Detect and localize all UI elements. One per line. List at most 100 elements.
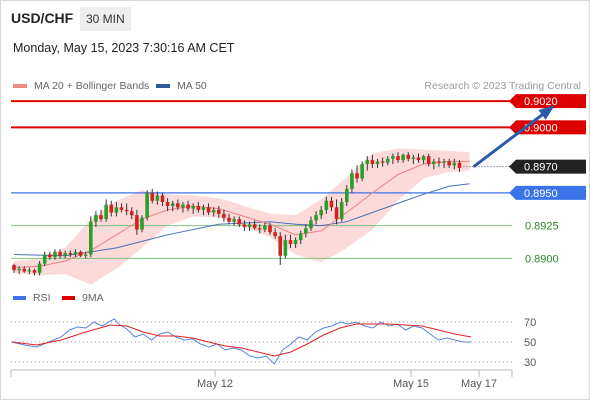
legend-ma50-label: MA 50 [177,80,207,92]
candle-body [242,224,247,227]
candle-body [68,253,73,255]
level-tag-0.9020 [516,94,586,109]
candle-body [437,161,441,163]
candle-body [211,209,216,213]
ma9-swatch-icon [62,296,75,300]
level-tag-arrow-0.9020 [509,94,516,109]
level-tag-arrow-0.8970 [509,159,516,174]
candle-body [293,240,298,244]
candle-body [447,161,451,166]
candle-body [89,221,93,255]
x-tick-label: May 17 [461,378,497,390]
rsi-swatch-icon [13,296,26,300]
candle-body [365,160,370,165]
candle-body [350,173,354,189]
candle-body [406,154,411,159]
candle-body [396,156,400,161]
candle-body [263,225,267,230]
candle-body [334,207,339,220]
candle-body [416,157,421,161]
level-tag-0.8970 [516,159,586,174]
candle-body [385,158,390,163]
candle-body [155,195,160,201]
candle-body [345,188,349,203]
candle-body [104,204,108,220]
candle-body [457,162,462,168]
legend-ma20-bollinger: MA 20 + Bollinger Bands [13,80,149,92]
candle-body [27,270,32,272]
candle-body [329,200,334,208]
candle-body [58,251,62,256]
candle-body [63,253,67,256]
candle-body [452,162,457,166]
candle-body [401,154,405,161]
candle-body [257,228,262,230]
candle-body [170,203,175,206]
legend-ma50: MA 50 [156,80,207,92]
x-tick-label: May 15 [393,378,429,390]
candle-body [252,224,257,229]
candle-body [273,232,277,237]
level-tag-arrow-0.8950 [509,185,516,200]
candle-body [78,251,83,256]
rsi-tick-50: 50 [524,337,536,349]
forecast-arrow-head-icon [538,105,555,120]
candle-body [135,215,139,230]
candle-body [421,156,426,161]
legend-ma20-label: MA 20 + Bollinger Bands [34,80,150,92]
candle-body [268,225,272,233]
rsi-ma9-line [11,323,472,357]
candle-body [191,205,195,209]
candle-body [304,228,308,234]
candle-body [201,207,206,210]
candle-body [186,204,190,209]
candle-body [375,161,380,165]
candle-body [288,240,293,244]
candle-body [232,219,236,222]
candle-body [176,203,180,208]
level-label-0.8900: 0.8900 [525,253,559,265]
candle-body [181,204,185,208]
candle-body [32,270,37,273]
candle-body [217,209,221,214]
candle-body [283,240,288,256]
candle-body [319,209,323,216]
legend-rsi-label: RSI [33,292,51,304]
forecast-arrow-shaft [472,106,553,168]
candle-body [432,161,436,165]
level-label-0.9020: 0.9020 [524,96,558,108]
candle-body [114,207,119,213]
level-label-0.9000: 0.9000 [524,122,558,134]
candle-body [109,204,114,213]
timestamp: Monday, May 15, 2023 7:30:16 AM CET [13,41,235,55]
candle-body [222,213,226,218]
rsi-tick-30: 30 [524,357,536,369]
candle-body [411,157,416,159]
candle-body [324,200,329,210]
ma50-line [13,183,470,257]
candle-body [53,251,57,258]
candle-body [119,207,124,210]
candle-body [140,217,144,230]
candle-body [426,156,431,165]
ma50-swatch-icon [156,84,170,88]
candle-body [94,215,98,222]
candle-body [360,164,364,179]
candle-body [83,254,88,256]
ma20-swatch-icon [13,84,27,88]
candle-body [17,268,21,271]
level-label-0.8950: 0.8950 [524,188,558,200]
legend-ma9-label: 9MA [82,292,104,304]
candle-body [206,207,211,213]
candle-body [99,215,103,220]
candle-body [42,254,47,264]
candle-body [442,161,446,163]
candle-body [314,215,318,221]
candle-body [298,233,303,241]
timeframe-button[interactable]: 30 MIN [80,7,131,31]
candle-body [22,268,27,272]
candle-body [37,263,42,273]
candle-body [227,217,231,222]
candle-body [48,254,52,258]
